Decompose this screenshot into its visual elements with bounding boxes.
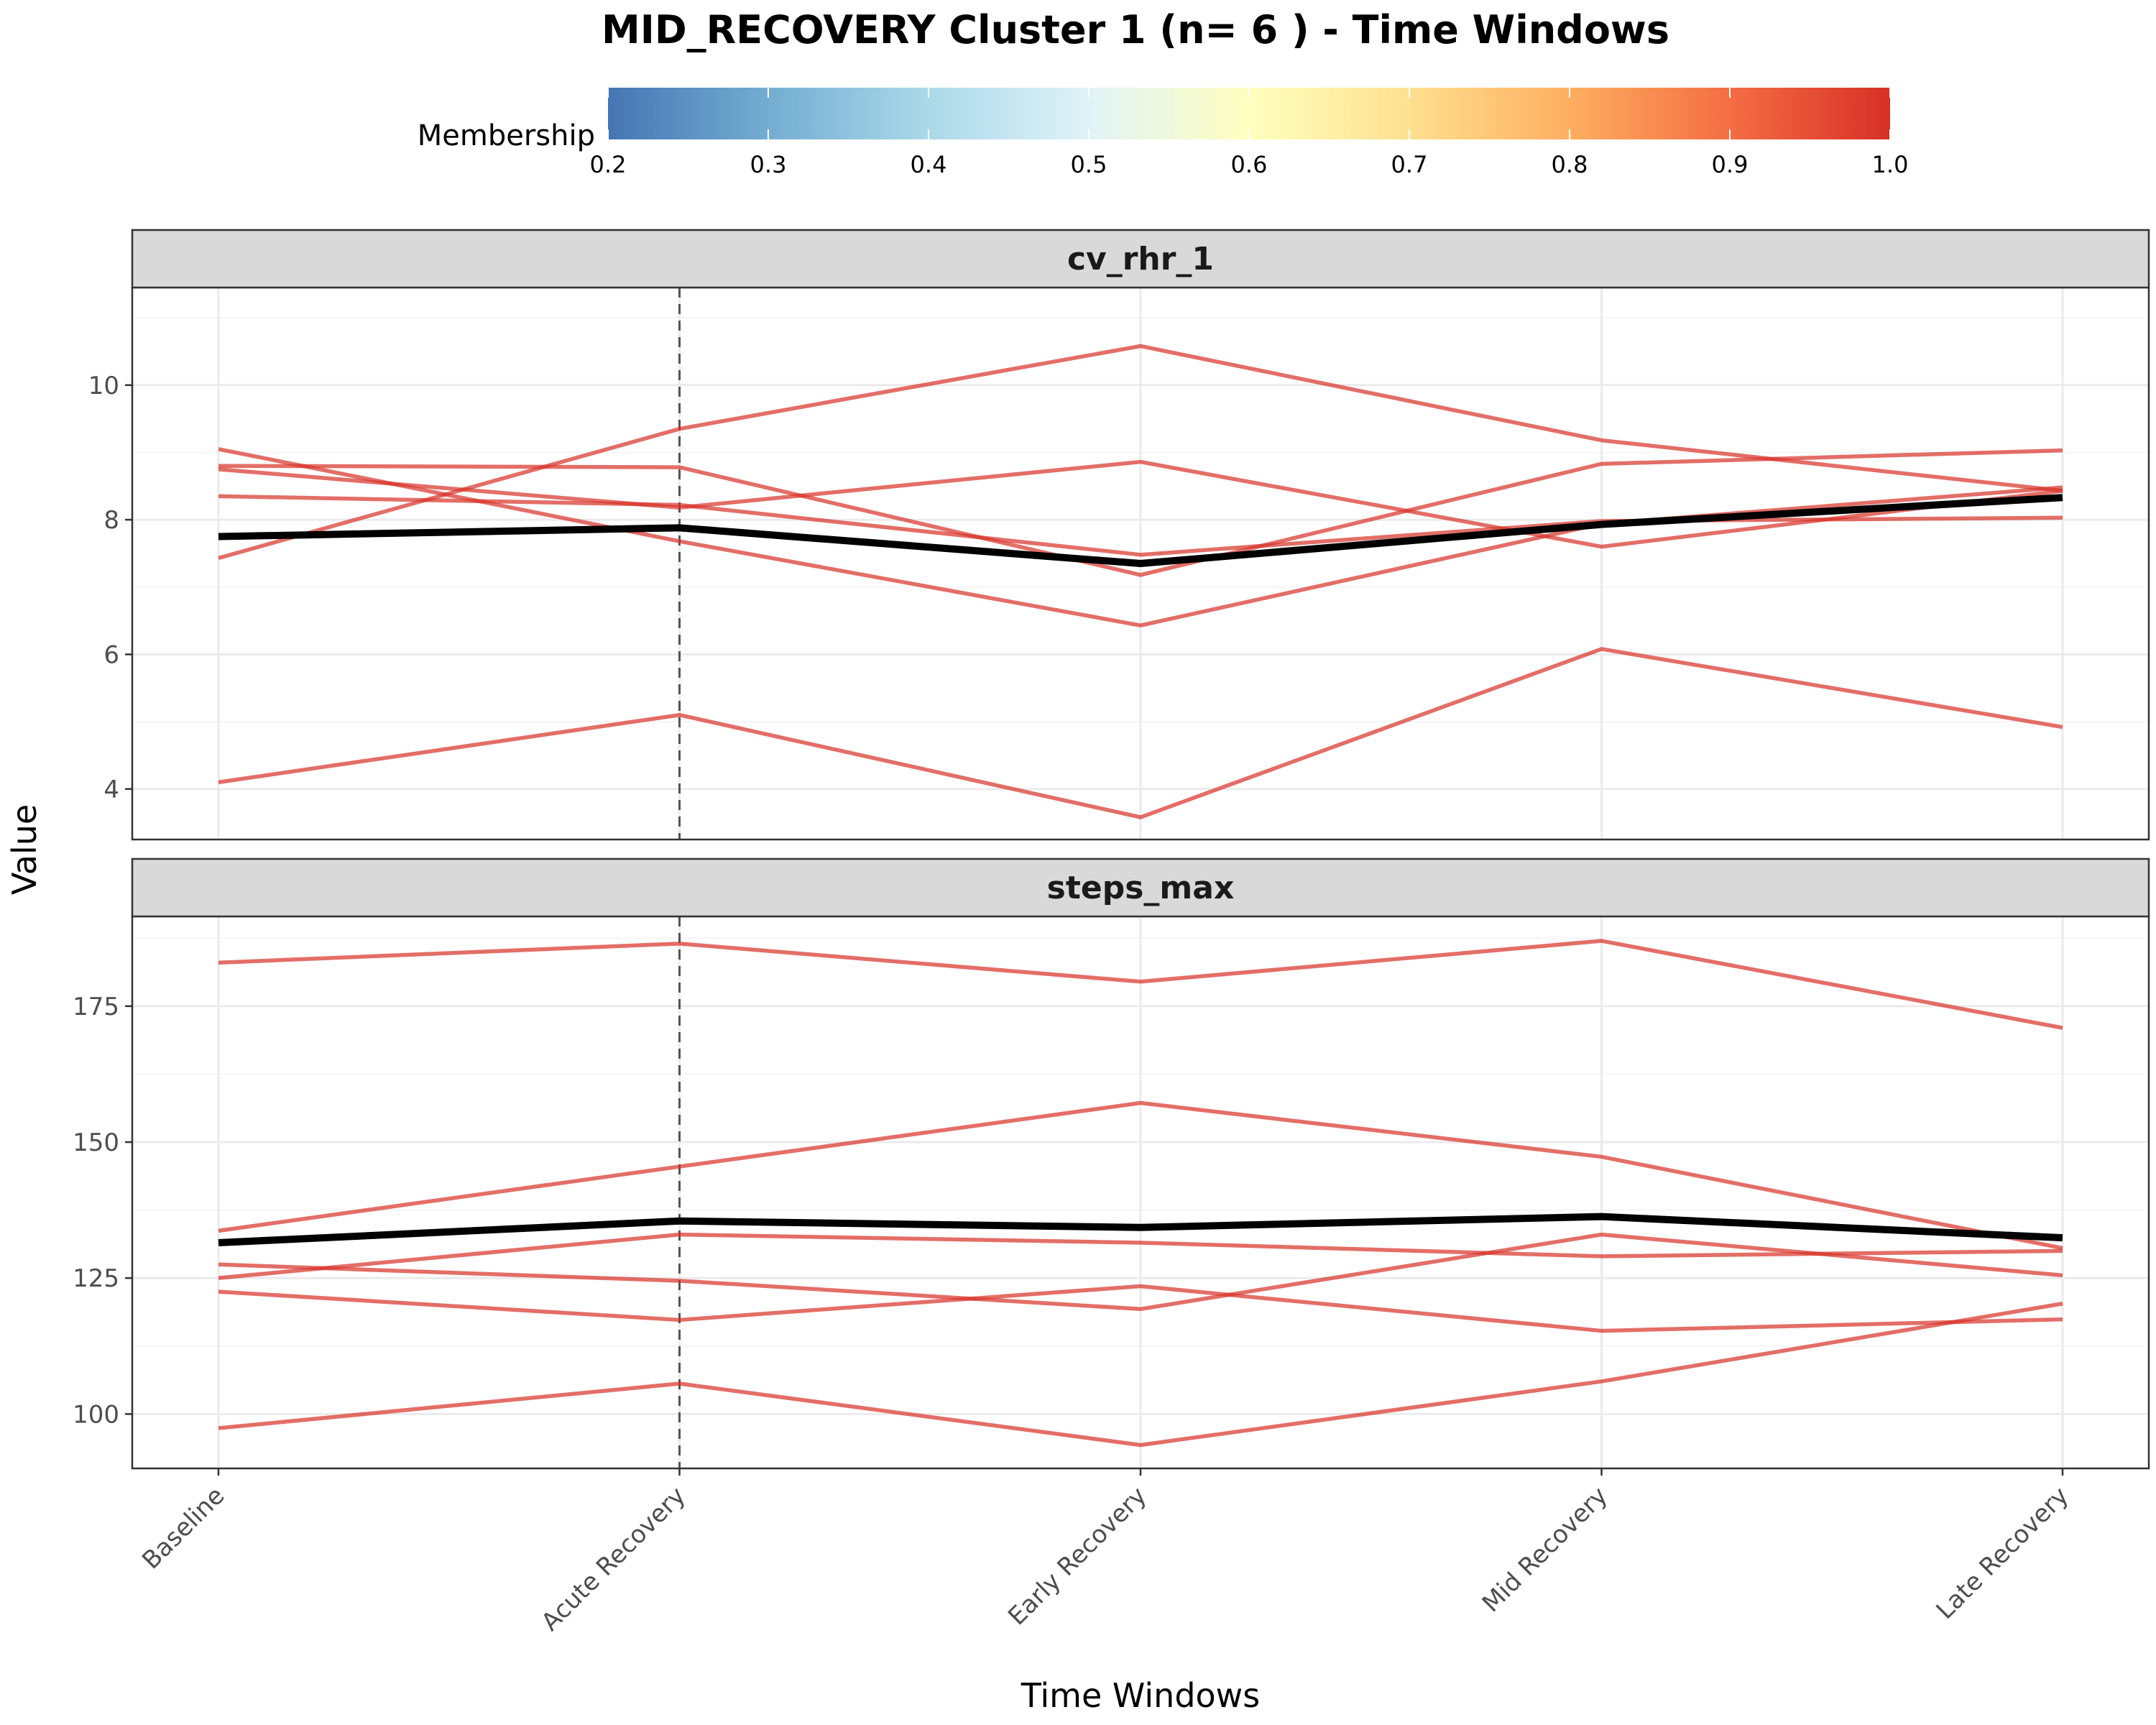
y-tick-label: 6 [103,640,119,669]
x-tick-label-late-recovery: Late Recovery [1931,1481,2075,1625]
legend-tick-label: 0.7 [1391,151,1428,178]
y-tick-label: 4 [103,776,119,804]
y-tick-label: 100 [73,1400,119,1429]
x-tick-label-early-recovery: Early Recovery [1003,1481,1152,1631]
strip-label: steps_max [1047,870,1235,906]
y-axis-ticks: 100 125 150 175 [73,993,132,1429]
legend-tick-label: 0.3 [750,151,787,178]
member-line-2 [218,448,2063,577]
member-line-4 [218,1232,2063,1280]
legend-tick-label: 0.9 [1712,151,1749,178]
legend-ticks: 0.2 0.3 0.4 0.5 0.6 0.7 0.8 0.9 1.0 [590,88,1909,178]
member-line-5 [218,344,2063,561]
y-tick-label: 150 [73,1128,119,1157]
mean-line [218,494,2063,567]
mean-line [218,1213,2063,1246]
member-line-2 [218,1100,2063,1251]
member-line-4 [218,459,2063,549]
legend-tick-label: 0.6 [1231,151,1268,178]
panel-cv-rhr-1: cv_rhr_1 4 6 8 10 [88,229,2150,841]
strip-background [131,857,2150,918]
y-axis-title: Value [5,804,44,895]
panel-steps-max: steps_max 100 125 150 175 [73,857,2150,1470]
member-line-6 [218,1302,2063,1448]
member-line-6 [218,647,2063,819]
strip-background [131,229,2150,289]
x-tick-label-acute-recovery: Acute Recovery [536,1481,691,1637]
member-line-3 [218,494,2063,557]
x-axis-title: Time Windows [1021,1676,1261,1715]
member-line-1 [218,939,2063,1030]
y-tick-label: 10 [88,372,119,400]
y-tick-label: 125 [73,1264,119,1293]
x-tick-label-mid-recovery: Mid Recovery [1477,1481,1613,1618]
legend-title: Membership [418,119,595,152]
gridlines [132,916,2149,1468]
legend-tick-label: 0.8 [1552,151,1588,178]
legend-tick-label: 0.2 [590,151,627,178]
member-line-1 [218,447,2063,627]
series-lines [218,916,2063,1468]
legend-tick-label: 0.5 [1071,151,1107,178]
legend-tick-label: 1.0 [1872,151,1909,178]
x-tick-label-baseline: Baseline [137,1481,230,1575]
y-tick-label: 8 [103,506,119,535]
x-axis-ticks: Baseline Acute Recovery Early Recovery Mid … [137,1468,2074,1637]
y-tick-label: 175 [73,993,119,1021]
strip-label: cv_rhr_1 [1067,241,1214,277]
legend-tick-label: 0.4 [911,151,947,178]
y-axis-ticks: 4 6 8 10 [88,372,132,804]
membership-legend: Membership 0.2 0.3 0.4 0.5 0.6 0.7 0.8 0.9 1.0 [418,88,1909,178]
member-line-3 [218,1232,2063,1312]
chart-title: MID_RECOVERY Cluster 1 (n= 6 ) - Time Wi… [602,7,1669,52]
series-lines [218,288,2063,840]
member-line-5 [218,1284,2063,1333]
